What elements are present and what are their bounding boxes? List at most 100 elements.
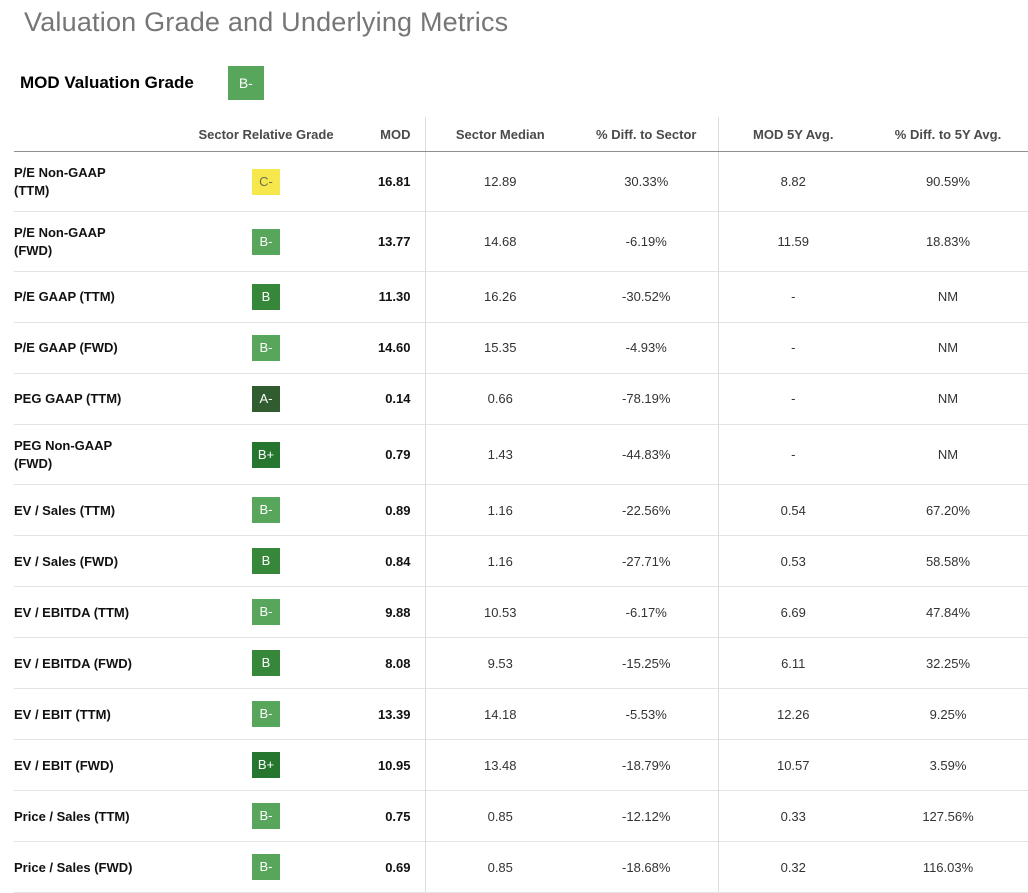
mod-value: 11.30 (346, 271, 425, 324)
table-row: P/E GAAP (FWD) B- 14.60 15.35 -4.93% - N… (14, 322, 1028, 375)
diff-to-sector-value: -44.83% (575, 424, 718, 486)
table-row: EV / Sales (FWD) B 0.84 1.16 -27.71% 0.5… (14, 535, 1028, 588)
table-body: P/E Non-GAAP (TTM) C- 16.81 12.89 30.33%… (14, 151, 1028, 893)
header-sector-median: Sector Median (424, 117, 575, 152)
grade-cell: B- (186, 688, 346, 741)
metric-label: Price / Sales (TTM) (14, 790, 186, 843)
table-row: P/E Non-GAAP (FWD) B- 13.77 14.68 -6.19%… (14, 211, 1028, 273)
mod-5y-avg-value: 12.26 (717, 688, 868, 741)
diff-to-5y-avg-value: NM (868, 322, 1028, 375)
grade-cell: B- (186, 790, 346, 843)
grade-badge[interactable]: B- (252, 803, 280, 830)
grade-badge[interactable]: B- (252, 701, 280, 728)
mod-value: 10.95 (346, 739, 425, 792)
table-row: EV / EBIT (TTM) B- 13.39 14.18 -5.53% 12… (14, 688, 1028, 741)
mod-5y-avg-value: - (717, 424, 868, 486)
mod-5y-avg-value: - (717, 373, 868, 426)
mod-5y-avg-value: 0.32 (717, 841, 868, 893)
table-row: EV / Sales (TTM) B- 0.89 1.16 -22.56% 0.… (14, 484, 1028, 537)
grade-badge[interactable]: B- (252, 854, 280, 881)
grade-badge[interactable]: B+ (252, 752, 280, 779)
mod-5y-avg-value: - (717, 322, 868, 375)
diff-to-5y-avg-value: NM (868, 373, 1028, 426)
sector-median-value: 1.16 (424, 535, 575, 588)
mod-value: 13.77 (346, 211, 425, 273)
section-label: MOD Valuation Grade (20, 73, 194, 92)
mod-5y-avg-value: - (717, 271, 868, 324)
sector-median-value: 12.89 (424, 151, 575, 213)
mod-value: 8.08 (346, 637, 425, 690)
diff-to-sector-value: -5.53% (575, 688, 718, 741)
mod-value: 0.79 (346, 424, 425, 486)
mod-5y-avg-value: 11.59 (717, 211, 868, 273)
table-row: EV / EBIT (FWD) B+ 10.95 13.48 -18.79% 1… (14, 739, 1028, 792)
sector-median-value: 0.66 (424, 373, 575, 426)
diff-to-sector-value: -4.93% (575, 322, 718, 375)
metric-label: PEG GAAP (TTM) (14, 373, 186, 426)
sector-median-value: 15.35 (424, 322, 575, 375)
diff-to-sector-value: -22.56% (575, 484, 718, 537)
diff-to-sector-value: -6.19% (575, 211, 718, 273)
mod-value: 0.75 (346, 790, 425, 843)
grade-cell: B (186, 637, 346, 690)
diff-to-sector-value: -12.12% (575, 790, 718, 843)
diff-to-sector-value: -27.71% (575, 535, 718, 588)
header-sector-relative-grade: Sector Relative Grade (186, 117, 346, 152)
mod-value: 13.39 (346, 688, 425, 741)
metric-label: PEG Non-GAAP (FWD) (14, 424, 186, 486)
diff-to-5y-avg-value: 116.03% (868, 841, 1028, 893)
sector-median-value: 1.16 (424, 484, 575, 537)
metric-label: P/E Non-GAAP (TTM) (14, 151, 186, 213)
grade-cell: B+ (186, 739, 346, 792)
grade-badge[interactable]: B (252, 650, 280, 677)
grade-badge[interactable]: A- (252, 386, 280, 413)
mod-value: 16.81 (346, 151, 425, 213)
sector-median-value: 14.68 (424, 211, 575, 273)
grade-cell: C- (186, 151, 346, 213)
grade-badge[interactable]: B (252, 284, 280, 311)
mod-value: 9.88 (346, 586, 425, 639)
grade-cell: B (186, 271, 346, 324)
table-row: P/E Non-GAAP (TTM) C- 16.81 12.89 30.33%… (14, 151, 1028, 213)
metric-label: EV / EBITDA (FWD) (14, 637, 186, 690)
sector-median-value: 1.43 (424, 424, 575, 486)
page-title: Valuation Grade and Underlying Metrics (24, 7, 509, 37)
mod-5y-avg-value: 0.33 (717, 790, 868, 843)
table-row: EV / EBITDA (FWD) B 8.08 9.53 -15.25% 6.… (14, 637, 1028, 690)
grade-cell: B- (186, 211, 346, 273)
grade-badge[interactable]: C- (252, 168, 280, 195)
sector-median-value: 0.85 (424, 841, 575, 893)
table-row: Price / Sales (TTM) B- 0.75 0.85 -12.12%… (14, 790, 1028, 843)
diff-to-sector-value: -6.17% (575, 586, 718, 639)
metric-label: P/E GAAP (TTM) (14, 271, 186, 324)
diff-to-5y-avg-value: 18.83% (868, 211, 1028, 273)
sector-median-value: 9.53 (424, 637, 575, 690)
grade-badge[interactable]: B (252, 548, 280, 575)
mod-5y-avg-value: 6.11 (717, 637, 868, 690)
header-mod: MOD (346, 117, 425, 152)
grade-badge[interactable]: B- (252, 497, 280, 524)
mod-5y-avg-value: 8.82 (717, 151, 868, 213)
diff-to-5y-avg-value: NM (868, 424, 1028, 486)
grade-cell: B (186, 535, 346, 588)
diff-to-5y-avg-value: 67.20% (868, 484, 1028, 537)
mod-value: 0.84 (346, 535, 425, 588)
grade-badge[interactable]: B- (252, 335, 280, 362)
grade-badge[interactable]: B- (252, 228, 280, 255)
mod-value: 0.69 (346, 841, 425, 893)
grade-badge[interactable]: B+ (252, 441, 280, 468)
grade-cell: B- (186, 484, 346, 537)
diff-to-sector-value: -18.68% (575, 841, 718, 893)
grade-cell: B+ (186, 424, 346, 486)
metric-label: P/E GAAP (FWD) (14, 322, 186, 375)
diff-to-5y-avg-value: 58.58% (868, 535, 1028, 588)
sector-median-value: 0.85 (424, 790, 575, 843)
diff-to-5y-avg-value: 90.59% (868, 151, 1028, 213)
metric-label: EV / Sales (FWD) (14, 535, 186, 588)
grade-cell: B- (186, 322, 346, 375)
sector-median-value: 13.48 (424, 739, 575, 792)
mod-5y-avg-value: 6.69 (717, 586, 868, 639)
grade-badge[interactable]: B- (252, 599, 280, 626)
overall-grade-badge[interactable]: B- (227, 66, 264, 100)
table-row: PEG Non-GAAP (FWD) B+ 0.79 1.43 -44.83% … (14, 424, 1028, 486)
